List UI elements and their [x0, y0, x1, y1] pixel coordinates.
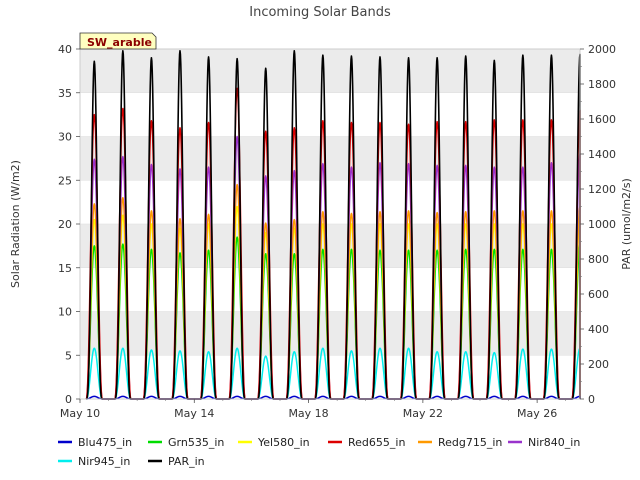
- y2-tick-label: 0: [588, 393, 595, 406]
- legend-label: Nir840_in: [528, 436, 580, 449]
- y-axis-label: Solar Radiation (W/m2): [9, 160, 22, 288]
- left-axis: 0 5 10 15 20 25 30 35 40: [58, 43, 80, 406]
- legend-label: Nir945_in: [78, 455, 130, 468]
- grid-band: [80, 311, 580, 356]
- y2-tick-label: 400: [588, 323, 609, 336]
- legend-item-nir840-in: Nir840_in: [508, 436, 580, 449]
- x-tick-label: May 10: [60, 407, 100, 420]
- x-tick-label: May 26: [517, 407, 557, 420]
- x-tick-label: May 22: [403, 407, 443, 420]
- y2-tick-label: 200: [588, 358, 609, 371]
- y2-tick-label: 2000: [588, 43, 616, 56]
- y-tick-label: 15: [58, 262, 72, 275]
- y2-tick-label: 1800: [588, 78, 616, 91]
- y2-tick-label: 1000: [588, 218, 616, 231]
- y-tick-label: 10: [58, 306, 72, 319]
- y-tick-label: 40: [58, 43, 72, 56]
- legend-label: Blu475_in: [78, 436, 132, 449]
- y2-tick-label: 1600: [588, 113, 616, 126]
- x-tick-label: May 18: [288, 407, 328, 420]
- legend-item-yel580-in: Yel580_in: [238, 436, 310, 449]
- legend-item-redg715-in: Redg715_in: [418, 436, 502, 449]
- chart-title: Incoming Solar Bands: [249, 5, 391, 20]
- grid-band: [80, 136, 580, 181]
- y2-tick-label: 800: [588, 253, 609, 266]
- badge-label: SW_arable: [87, 36, 152, 49]
- y2-tick-label: 600: [588, 288, 609, 301]
- legend-label: Red655_in: [348, 436, 405, 449]
- y2-tick-label: 1200: [588, 183, 616, 196]
- legend: Blu475_in Grn535_in Yel580_in Red655_in Redg…: [58, 436, 580, 468]
- legend-item-blu475-in: Blu475_in: [58, 436, 132, 449]
- y-tick-label: 30: [58, 131, 72, 144]
- legend-label: PAR_in: [168, 455, 205, 468]
- legend-label: Redg715_in: [438, 436, 502, 449]
- legend-item-par-in: PAR_in: [148, 455, 205, 468]
- legend-item-red655-in: Red655_in: [328, 436, 405, 449]
- y2-axis-label: PAR (umol/m2/s): [620, 178, 633, 270]
- right-axis: 0 200 400 600 800 1000 1200 1400 1600 1800 2000: [580, 43, 616, 406]
- y-tick-label: 35: [58, 87, 72, 100]
- x-tick-label: May 14: [174, 407, 214, 420]
- y-tick-label: 0: [65, 393, 72, 406]
- grid-band: [80, 49, 580, 93]
- series-layer: [85, 49, 581, 400]
- legend-item-nir945-in: Nir945_in: [58, 455, 130, 468]
- legend-item-grn535-in: Grn535_in: [148, 436, 224, 449]
- y-tick-label: 5: [65, 349, 72, 362]
- y-tick-label: 25: [58, 174, 72, 187]
- series-line-par-in: [85, 49, 581, 400]
- legend-label: Yel580_in: [257, 436, 310, 449]
- x-axis: May 10 May 14 May 18 May 22 May 26: [60, 399, 567, 420]
- badge: SW_arable: [79, 32, 157, 50]
- legend-label: Grn535_in: [168, 436, 224, 449]
- y2-tick-label: 1400: [588, 148, 616, 161]
- badge-shape: [79, 32, 157, 50]
- y-tick-label: 20: [58, 218, 72, 231]
